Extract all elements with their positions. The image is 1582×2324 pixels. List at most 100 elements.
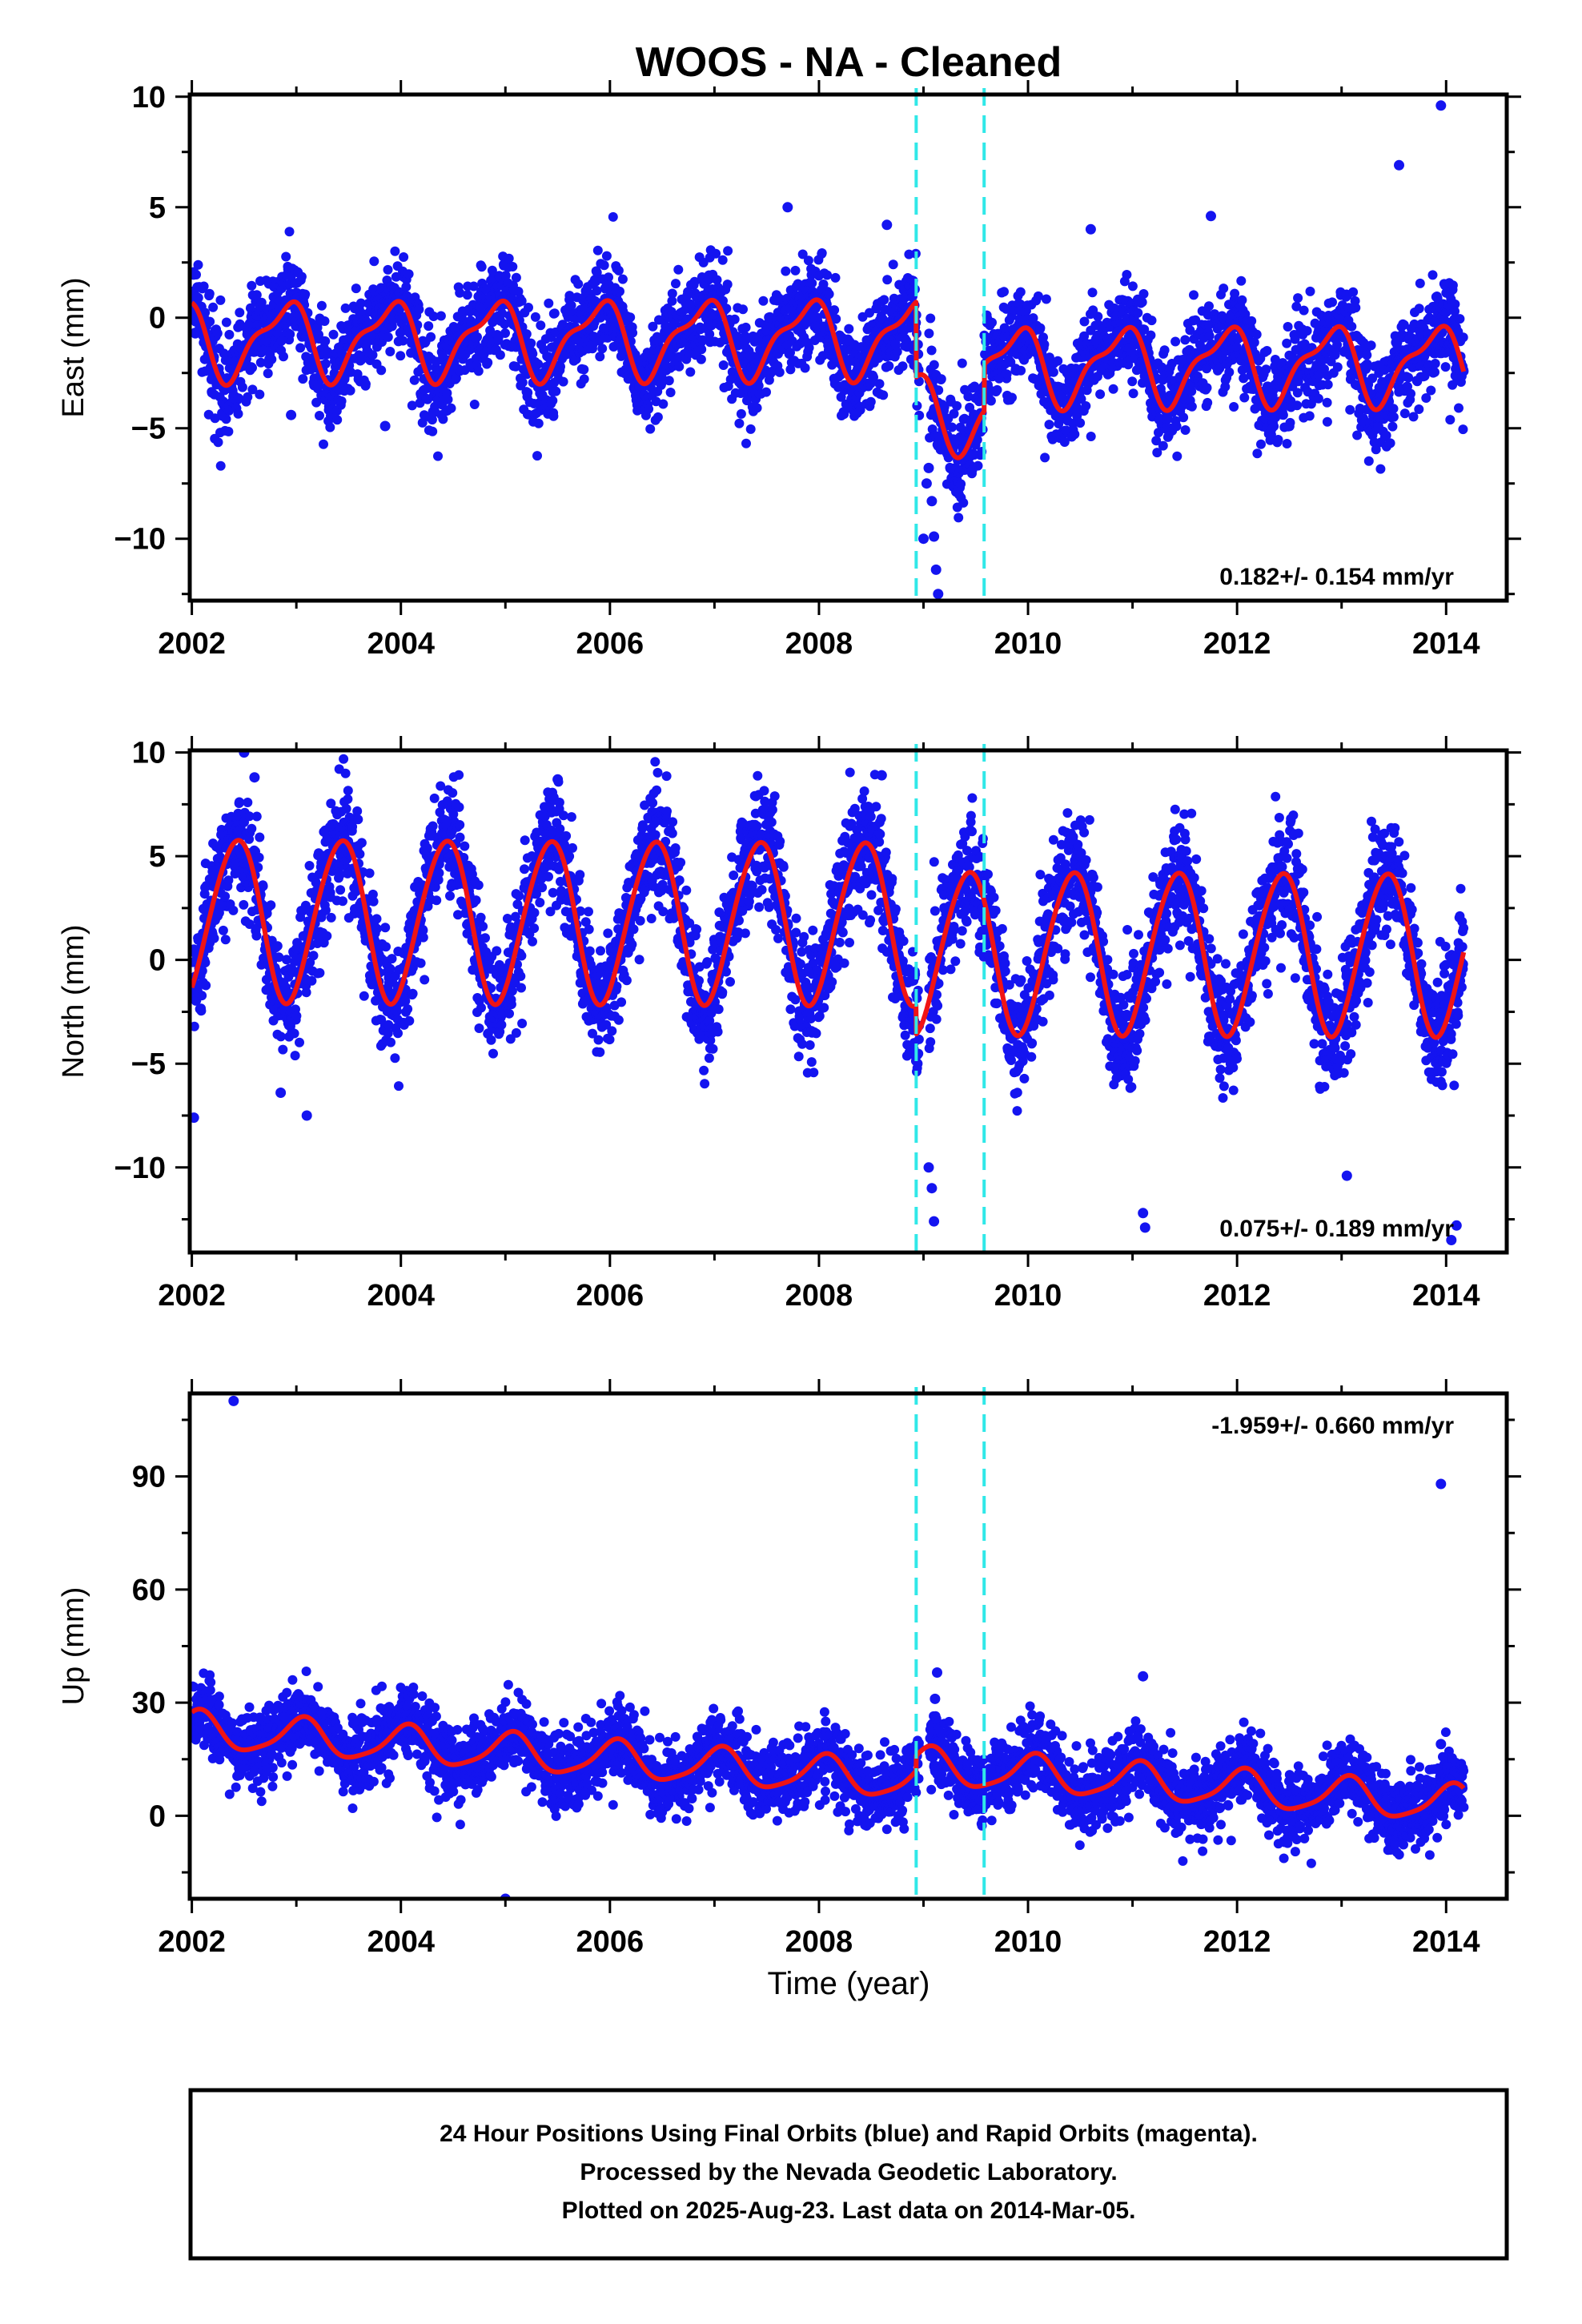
x-tick-label: 2010 (994, 627, 1062, 661)
data-point (1322, 397, 1332, 408)
data-point (1172, 451, 1182, 461)
data-point (332, 415, 343, 425)
data-point (403, 1004, 413, 1014)
data-point (987, 317, 997, 328)
data-point (645, 424, 656, 434)
data-point (1095, 389, 1106, 400)
data-point (428, 426, 438, 436)
data-point (956, 479, 966, 489)
data-point (443, 394, 453, 404)
data-point (251, 811, 262, 822)
data-point (723, 246, 733, 256)
data-point (1387, 421, 1398, 432)
data-point (601, 251, 612, 261)
data-point (1375, 464, 1386, 474)
data-point (1252, 448, 1263, 459)
data-point (404, 1015, 415, 1026)
data-point (235, 308, 245, 318)
data-point (829, 305, 840, 316)
data-point (1040, 452, 1050, 463)
data-point (197, 991, 207, 1001)
data-point (1086, 432, 1096, 441)
data-point (258, 881, 268, 891)
data-point (436, 311, 446, 321)
data-point (255, 357, 266, 368)
data-point (516, 296, 527, 306)
data-point (1219, 283, 1229, 294)
outlier-point (379, 420, 391, 432)
data-point (390, 1053, 400, 1063)
data-point (1345, 404, 1355, 415)
y-tick-label: 0 (149, 302, 166, 336)
data-point (831, 314, 841, 324)
data-point (924, 328, 934, 339)
data-point (1230, 288, 1240, 299)
data-point (936, 374, 946, 384)
data-point (741, 322, 751, 332)
data-point (741, 438, 751, 448)
data-point (1332, 362, 1343, 372)
data-point (608, 211, 618, 222)
data-point (343, 786, 353, 796)
data-point (1363, 456, 1374, 466)
data-point (438, 414, 448, 424)
data-point (556, 361, 565, 372)
data-point (1302, 326, 1312, 336)
data-point (1189, 290, 1199, 300)
data-point (204, 288, 215, 299)
data-point (278, 1044, 288, 1055)
data-point (652, 412, 663, 422)
data-point (376, 365, 387, 376)
data-point (308, 951, 319, 961)
x-tick-label: 2008 (785, 627, 853, 661)
data-point (345, 385, 355, 396)
data-point (1440, 362, 1451, 372)
data-point (407, 400, 417, 411)
data-point (210, 413, 220, 424)
data-point (396, 351, 406, 361)
data-point (613, 265, 624, 275)
data-point (1399, 408, 1410, 419)
data-point (352, 806, 363, 816)
data-point (432, 895, 442, 906)
data-point (579, 364, 589, 375)
east-position-points (190, 100, 1469, 600)
data-point (353, 814, 363, 825)
data-point (551, 386, 561, 396)
data-point (774, 367, 785, 377)
outlier-point (921, 478, 932, 489)
data-point (1138, 289, 1149, 299)
data-point (380, 923, 391, 933)
data-point (1146, 330, 1156, 340)
outlier-point (1085, 223, 1096, 235)
data-point (355, 849, 365, 859)
data-point (986, 396, 996, 406)
data-point (223, 426, 234, 436)
data-point (1170, 336, 1181, 347)
data-point (807, 278, 817, 288)
outlier-point (929, 531, 940, 542)
data-point (398, 336, 408, 346)
data-point (1293, 293, 1303, 304)
data-point (745, 424, 756, 434)
data-point (356, 838, 367, 848)
data-point (718, 360, 729, 370)
data-point (929, 360, 939, 370)
outlier-point (918, 533, 929, 545)
data-point (517, 377, 528, 388)
data-point (1053, 356, 1063, 366)
data-point (530, 312, 540, 322)
data-point (337, 349, 347, 360)
data-point (536, 320, 546, 331)
data-point (1137, 297, 1147, 308)
data-point (476, 262, 487, 272)
data-point (817, 248, 827, 258)
data-point (209, 933, 219, 943)
data-point (548, 411, 559, 421)
north-panel: 2002 2004 2006 2008 2010 2012 2014−10−50510Nor… (57, 736, 1521, 1313)
data-point (205, 316, 215, 327)
data-point (418, 932, 428, 943)
data-point (717, 255, 728, 265)
data-point (1237, 295, 1247, 305)
data-point (1128, 388, 1138, 399)
